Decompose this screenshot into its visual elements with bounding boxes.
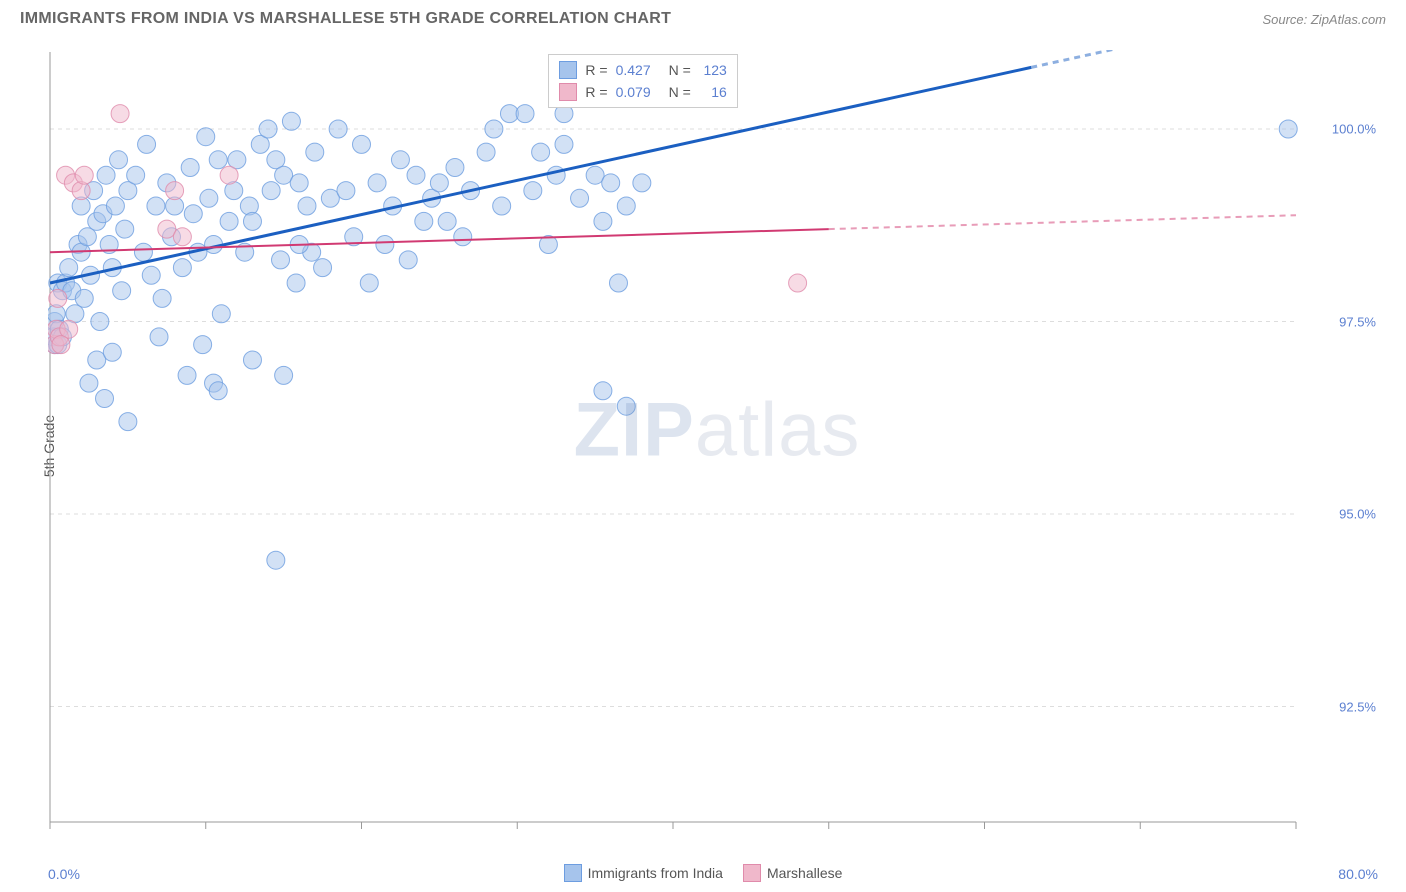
y-tick-label: 92.5% — [1339, 699, 1376, 714]
y-tick-label: 95.0% — [1339, 507, 1376, 522]
legend-swatch — [743, 864, 761, 882]
y-tick-label: 100.0% — [1332, 122, 1376, 137]
stat-label: R = — [585, 84, 607, 100]
stat-label: R = — [585, 62, 607, 78]
r-value: 0.079 — [616, 84, 651, 100]
stats-row: R = 0.079 N = 16 — [549, 81, 736, 103]
legend-label: Immigrants from India — [588, 865, 723, 881]
chart-header: IMMIGRANTS FROM INDIA VS MARSHALLESE 5TH… — [0, 0, 1406, 36]
n-value: 123 — [699, 62, 727, 78]
n-value: 16 — [699, 84, 727, 100]
legend-swatch — [564, 864, 582, 882]
legend-item: Immigrants from India — [564, 864, 723, 882]
bottom-legend: Immigrants from India Marshallese — [0, 864, 1406, 882]
legend-label: Marshallese — [767, 865, 842, 881]
legend-swatch — [559, 83, 577, 101]
r-value: 0.427 — [616, 62, 651, 78]
stat-label: N = — [669, 84, 691, 100]
source-attribution: Source: ZipAtlas.com — [1262, 12, 1386, 27]
y-tick-label: 97.5% — [1339, 314, 1376, 329]
scatter-plot-svg — [48, 50, 1386, 842]
chart-area: ZIPatlas R =0.427N =123R =0.079N =16 92.… — [48, 50, 1386, 842]
legend-item: Marshallese — [743, 864, 842, 882]
stats-row: R = 0.427 N = 123 — [549, 59, 736, 81]
correlation-stats-box: R = 0.427 N = 123 R = 0.079 N = 16 — [548, 54, 737, 108]
stat-label: N = — [669, 62, 691, 78]
chart-title: IMMIGRANTS FROM INDIA VS MARSHALLESE 5TH… — [20, 10, 671, 28]
legend-swatch — [559, 61, 577, 79]
